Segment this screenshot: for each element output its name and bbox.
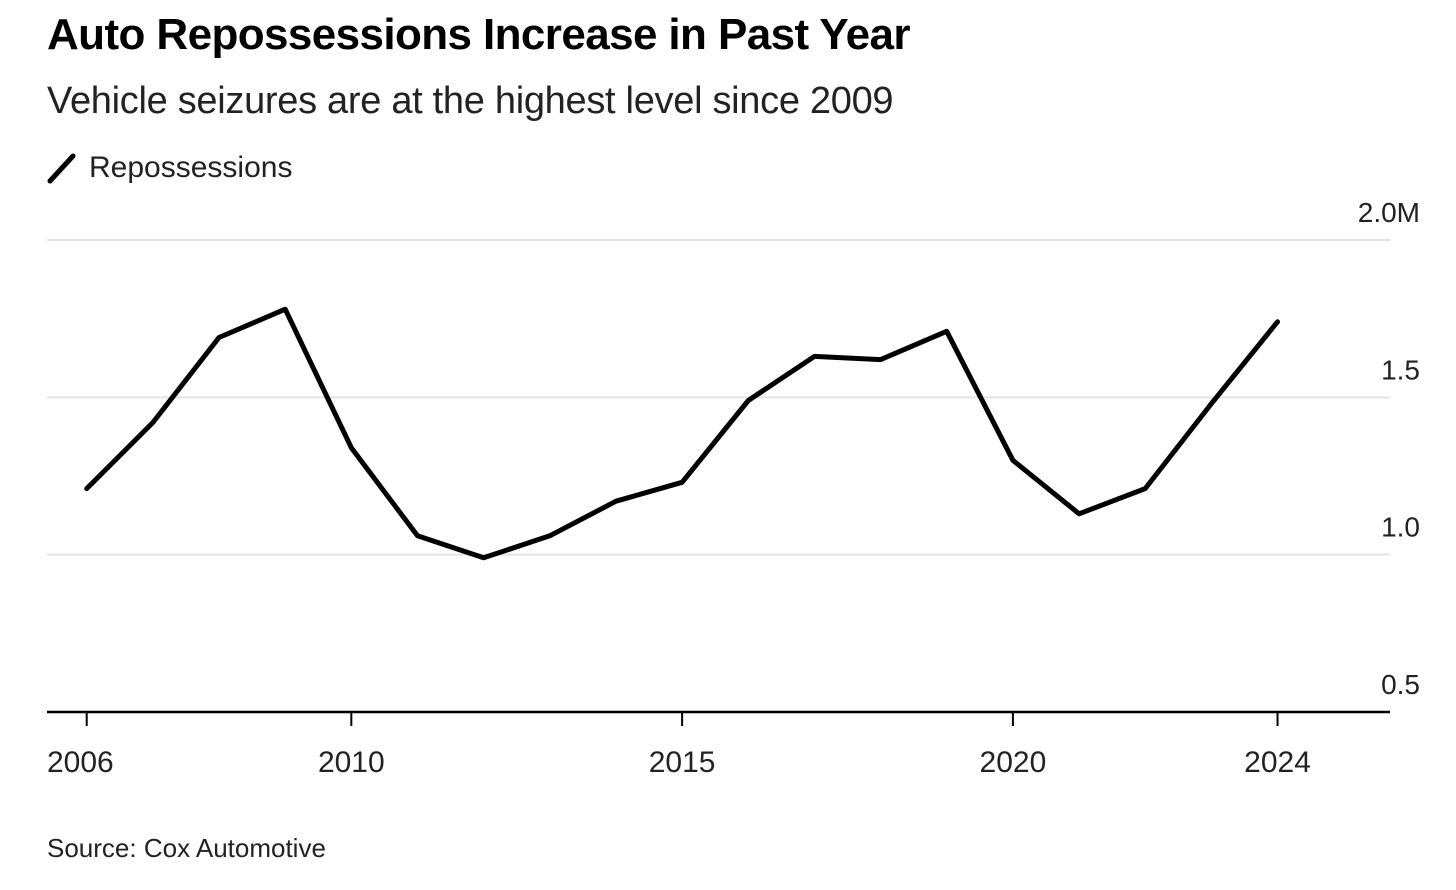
legend-label-repossessions: Repossessions (89, 151, 293, 184)
x-tick-label-3: 2020 (980, 746, 1047, 779)
legend: Repossessions (47, 148, 292, 188)
x-tick-label-0: 2006 (47, 746, 114, 779)
y-tick-label-2: 1.0 (1381, 512, 1420, 543)
legend-line-icon (47, 153, 76, 184)
x-tick-label-1: 2010 (318, 746, 385, 779)
chart-title: Auto Repossessions Increase in Past Year (47, 10, 911, 59)
y-tick-label-3: 0.5 (1381, 669, 1420, 700)
y-tick-label-0: 2.0M (1358, 197, 1420, 228)
y-tick-label-1: 1.5 (1381, 354, 1420, 385)
x-tick-label-4: 2024 (1244, 746, 1311, 779)
x-tick-label-2: 2015 (649, 746, 716, 779)
chart-subtitle: Vehicle seizures are at the highest leve… (47, 80, 894, 122)
series-line-0 (84, 306, 1280, 561)
source-note: Source: Cox Automotive (47, 833, 326, 863)
